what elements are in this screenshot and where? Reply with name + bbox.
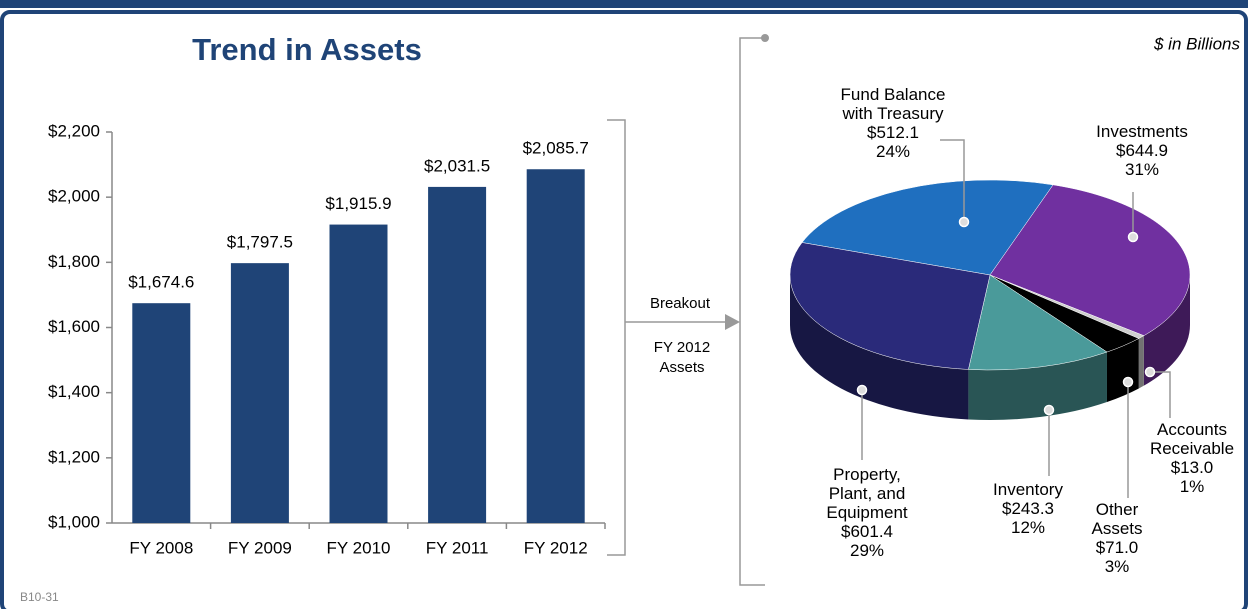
connector-sublabel: FY 2012 Assets: [653, 339, 711, 376]
slice-label: Inventory $243.3 12%: [983, 480, 1073, 537]
slice-percent: 3%: [1104, 557, 1130, 576]
x-tick-label: FY 2010: [327, 538, 391, 557]
y-tick-label: $2,200: [48, 121, 100, 140]
slice-percent: 31%: [1124, 160, 1160, 179]
bar: [526, 169, 585, 524]
x-tick-label: FY 2012: [524, 538, 588, 557]
data-label: $1,797.5: [227, 233, 293, 252]
pie-slice: [789, 242, 991, 370]
slice-percent: 29%: [849, 541, 885, 560]
data-label: $2,031.5: [424, 156, 490, 175]
pie-slice: [801, 179, 1054, 276]
bar: [230, 263, 289, 523]
frame: [0, 10, 1248, 609]
top-strip: [0, 0, 1248, 8]
slice-label: Property, Plant, and Equipment $601.4 29%: [812, 465, 922, 560]
y-tick-label: $1,400: [48, 382, 100, 401]
pie-slice-side: [968, 352, 1107, 421]
y-tick-label: $1,000: [48, 512, 100, 531]
pie-slice-side: [1138, 335, 1144, 389]
data-label: $1,915.9: [325, 194, 391, 213]
bar: [329, 224, 388, 523]
y-tick-label: $1,200: [48, 447, 100, 466]
bar: [428, 186, 487, 523]
pie-slice: [989, 184, 1191, 336]
x-tick-label: FY 2011: [426, 538, 489, 557]
pie-slice: [968, 274, 1108, 371]
leader-dot: [958, 216, 970, 228]
slice-percent: 1%: [1179, 477, 1205, 496]
y-tick-label: $1,800: [48, 252, 100, 271]
leader-line: [1150, 371, 1171, 418]
leader-dot: [1127, 231, 1139, 243]
slice-name: Inventory: [993, 480, 1063, 499]
slice-value: $512.1: [867, 123, 919, 142]
y-tick-label: $2,000: [48, 187, 100, 206]
pie-slice-side: [790, 275, 969, 420]
slice-label: Accounts Receivable $13.0 1%: [1140, 420, 1244, 496]
chart-title: Trend in Assets: [192, 32, 422, 67]
slice-name: Fund Balance with Treasury: [840, 85, 946, 123]
leader-line: [940, 139, 965, 222]
slice-percent: 24%: [875, 142, 911, 161]
leader-dot: [1122, 376, 1134, 388]
y-tick-label: $1,600: [48, 317, 100, 336]
footer: B10-31: [20, 590, 59, 604]
slice-value: $644.9: [1116, 141, 1168, 160]
slice-name: Investments: [1096, 122, 1188, 141]
slice-label: Investments $644.9 31%: [1082, 122, 1202, 179]
bracket-dot: [761, 34, 769, 42]
slice-name: Property, Plant, and Equipment: [826, 465, 908, 522]
slice-value: $71.0: [1095, 538, 1139, 557]
slice-label: Other Assets $71.0 3%: [1087, 500, 1147, 576]
x-tick-label: FY 2008: [129, 538, 193, 557]
bracket-right: [739, 37, 765, 586]
slice-label: Fund Balance with Treasury $512.1 24%: [838, 85, 948, 161]
bar: [132, 303, 191, 523]
leader-dot: [856, 384, 868, 396]
data-label: $1,674.6: [128, 273, 194, 292]
connector-sublabel-box: FY 2012 Assets: [653, 339, 711, 376]
bracket: [607, 119, 626, 556]
slice-name: Other Assets: [1091, 500, 1143, 538]
leader-dot: [1144, 366, 1156, 378]
slice-value: $13.0: [1170, 458, 1214, 477]
slice-value: $243.3: [1002, 499, 1054, 518]
slice-name: Accounts Receivable: [1149, 420, 1235, 458]
slice-percent: 12%: [1010, 518, 1046, 537]
connector-label: Breakout: [650, 295, 711, 312]
leader-dot: [1043, 404, 1055, 416]
data-label: $2,085.7: [523, 139, 589, 158]
x-tick-label: FY 2009: [228, 538, 292, 557]
pie-slice-side: [1143, 275, 1190, 386]
subtitle: $ in Billions: [1153, 34, 1240, 53]
slice-value: $601.4: [841, 522, 893, 541]
arrow-head: [725, 314, 740, 330]
